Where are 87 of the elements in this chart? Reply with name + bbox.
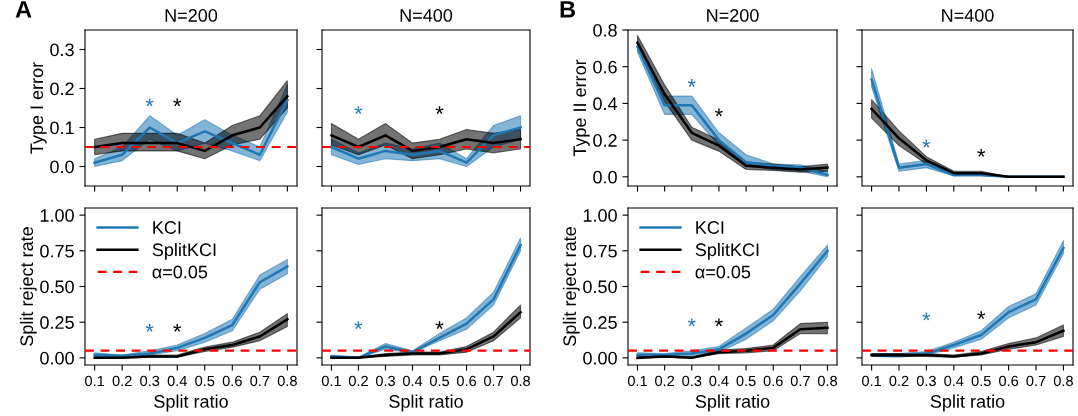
- x-axis-title: Split ratio: [154, 394, 228, 412]
- annotation: *: [354, 106, 363, 115]
- y-tick-label: 0.2: [593, 134, 617, 147]
- x-tick-label: 0.3: [375, 375, 395, 387]
- y-tick-label: 0.25: [583, 316, 617, 329]
- annotation: *: [977, 149, 986, 157]
- annotation: *: [173, 324, 182, 332]
- chart-title: N=400: [400, 9, 453, 22]
- text: A: [15, 1, 32, 18]
- y-tick-label: 0.2: [50, 82, 74, 96]
- y-tick-label: 0.0: [593, 170, 617, 184]
- chart-title: N=200: [707, 9, 759, 22]
- x-tick-label: 0.8: [277, 375, 297, 387]
- y-tick-label: 0.50: [583, 280, 617, 294]
- x-tick-label: 0.7: [483, 375, 503, 387]
- x-tick-label: 0.8: [1053, 375, 1073, 387]
- y-tick-label: 0.25: [40, 316, 74, 329]
- x-tick-label: 0.1: [627, 375, 647, 387]
- x-tick-label: 0.3: [682, 375, 702, 387]
- legend-label: KCI: [696, 221, 724, 234]
- y-tick-label: 1.00: [583, 209, 617, 222]
- x-tick-label: 0.2: [348, 375, 368, 387]
- y-tick-label: 0.3: [50, 43, 74, 57]
- annotation: *: [922, 139, 931, 148]
- x-tick-label: 0.8: [817, 375, 837, 387]
- x-tick-label: 0.4: [167, 375, 187, 387]
- annotation: *: [173, 98, 182, 107]
- x-tick-label: 0.2: [889, 375, 909, 387]
- x-tick-label: 0.1: [862, 375, 882, 387]
- x-axis-title: Split ratio: [695, 394, 770, 412]
- y-tick-label: 0.50: [40, 280, 74, 294]
- x-tick-label: 0.1: [321, 375, 341, 387]
- x-tick-label: 0.3: [140, 375, 160, 387]
- x-tick-label: 0.6: [999, 375, 1019, 387]
- y-axis-title: Type I error: [30, 62, 47, 154]
- y-tick-label: 0.4: [593, 97, 618, 111]
- y-tick-label: 0.00: [40, 351, 74, 365]
- y-tick-label: 0.0: [50, 160, 74, 174]
- x-tick-label: 0.1: [85, 375, 105, 387]
- annotation: *: [145, 324, 154, 332]
- x-tick-label: 0.6: [222, 375, 242, 387]
- legend-label: α=0.05: [695, 265, 751, 279]
- x-tick-label: 0.8: [510, 375, 531, 387]
- annotation: *: [687, 318, 696, 327]
- annotation: *: [435, 106, 444, 115]
- x-tick-label: 0.7: [1026, 375, 1046, 387]
- x-tick-label: 0.2: [655, 375, 675, 387]
- annotation: *: [687, 79, 696, 87]
- x-tick-label: 0.5: [971, 375, 991, 387]
- y-axis-title: Split reject rate: [19, 227, 37, 346]
- annotation: *: [714, 318, 723, 327]
- x-tick-label: 0.4: [402, 375, 423, 387]
- x-tick-label: 0.7: [790, 375, 810, 387]
- x-axis-title: Split ratio: [389, 394, 463, 412]
- x-tick-label: 0.3: [916, 375, 936, 387]
- x-axis-title: Split ratio: [930, 394, 1005, 412]
- legend-label: SplitKCI: [695, 242, 759, 260]
- chart-title: N=200: [165, 9, 218, 22]
- x-tick-label: 0.5: [429, 375, 450, 387]
- y-tick-label: 0.1: [50, 121, 74, 135]
- x-tick-label: 0.4: [709, 375, 729, 387]
- y-axis-title: Split reject rate: [562, 227, 580, 346]
- annotation: *: [354, 321, 363, 330]
- annotation: *: [714, 108, 723, 117]
- chart-title: N=400: [942, 9, 994, 22]
- y-axis-title: Type II error: [573, 59, 590, 157]
- x-tick-label: 0.6: [456, 375, 477, 387]
- x-tick-label: 0.2: [112, 375, 132, 387]
- y-tick-label: 0.8: [593, 23, 617, 37]
- legend-label: SplitKCI: [152, 242, 216, 260]
- y-tick-label: 0.00: [583, 351, 617, 365]
- legend-label: KCI: [153, 221, 181, 234]
- annotation: *: [435, 321, 444, 330]
- annotation: *: [145, 98, 154, 107]
- y-tick-label: 0.75: [40, 244, 74, 258]
- x-tick-label: 0.7: [250, 375, 270, 387]
- x-tick-label: 0.5: [736, 375, 756, 387]
- y-tick-label: 0.75: [583, 244, 617, 258]
- y-tick-label: 0.6: [593, 60, 617, 74]
- legend-label: α=0.05: [152, 265, 208, 279]
- text: B: [560, 1, 576, 18]
- x-tick-label: 0.4: [944, 375, 964, 387]
- annotation: *: [977, 311, 986, 319]
- y-tick-label: 1.00: [40, 209, 74, 222]
- x-tick-label: 0.5: [195, 375, 215, 387]
- annotation: *: [922, 312, 931, 321]
- x-tick-label: 0.6: [763, 375, 783, 387]
